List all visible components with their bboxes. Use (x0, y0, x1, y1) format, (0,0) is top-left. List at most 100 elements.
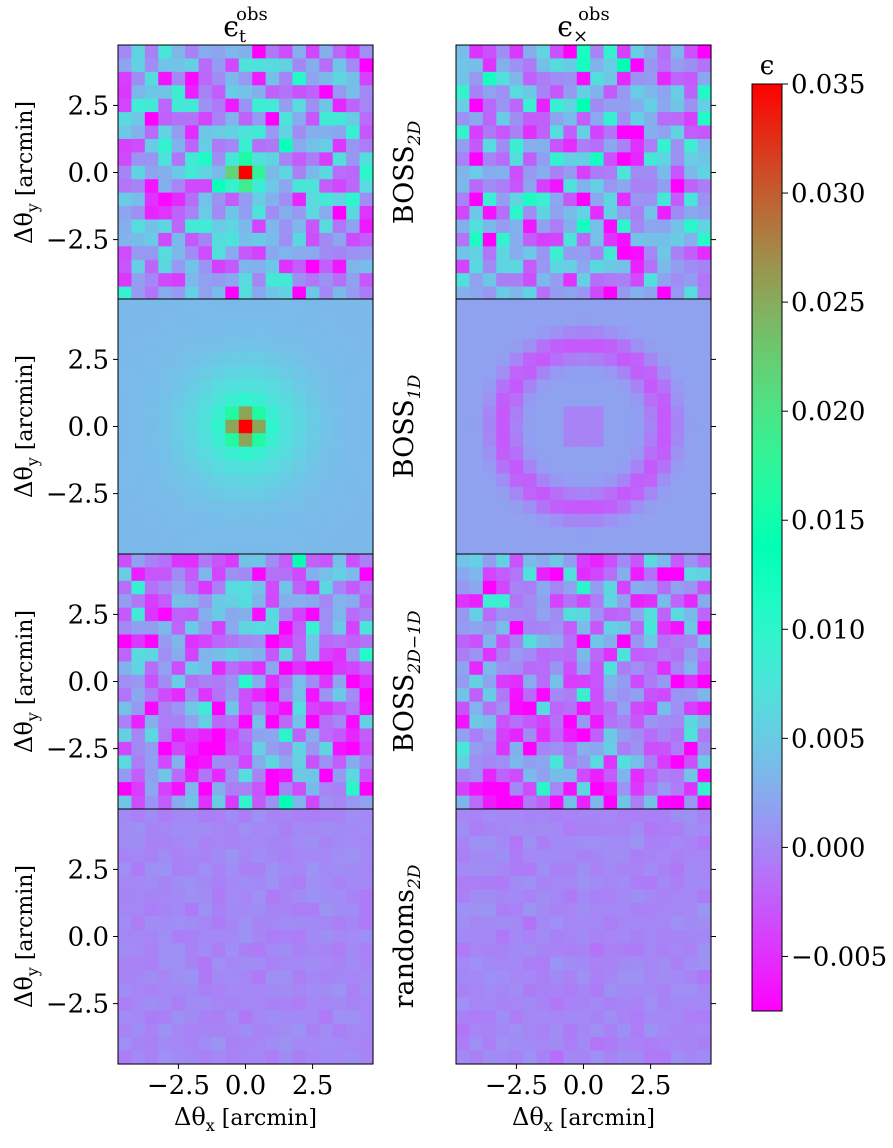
heatmap-cell (536, 554, 551, 569)
heatmap-cell (319, 1023, 334, 1038)
heatmap-cell (509, 232, 524, 247)
heatmap-cell (496, 1037, 511, 1052)
heatmap-cell (319, 165, 334, 180)
heatmap-cell (576, 782, 591, 797)
heatmap-cell (496, 299, 511, 314)
heatmap-cell (469, 312, 484, 327)
heatmap-cell (118, 929, 133, 944)
heatmap-cell (496, 219, 511, 234)
heatmap-cell (496, 366, 511, 381)
heatmap-cell (670, 339, 685, 354)
heatmap-cell (359, 206, 374, 221)
heatmap-cell (590, 741, 605, 756)
heatmap-cell (131, 688, 146, 703)
heatmap-cell (171, 741, 186, 756)
heatmap-cell (617, 607, 632, 622)
heatmap-cell (292, 956, 307, 971)
heatmap-cell (456, 85, 471, 100)
heatmap-cell (456, 916, 471, 931)
heatmap-cell (536, 165, 551, 180)
heatmap-cell (482, 98, 497, 113)
heatmap-cell (536, 956, 551, 971)
heatmap-cell (185, 849, 200, 864)
heatmap-cell (456, 996, 471, 1011)
heatmap-cell (482, 71, 497, 86)
heatmap-cell (617, 527, 632, 542)
heatmap-cell (603, 715, 618, 730)
heatmap-cell (185, 286, 200, 301)
heatmap-cell (469, 849, 484, 864)
row-label: BOSS2D (389, 120, 425, 224)
heatmap-cell (469, 152, 484, 167)
heatmap-cell (319, 835, 334, 850)
heatmap-cell (617, 125, 632, 140)
heatmap-cell (670, 366, 685, 381)
heatmap-cell (225, 876, 240, 891)
heatmap-cell (252, 45, 267, 60)
heatmap-cell (617, 1050, 632, 1065)
heatmap-cell (657, 232, 672, 247)
heatmap-cell (630, 835, 645, 850)
y-tick-label: −2.5 (46, 990, 109, 1020)
heatmap-cell (590, 71, 605, 86)
heatmap-cell (279, 71, 294, 86)
heatmap-cell (118, 273, 133, 288)
heatmap-cell (496, 876, 511, 891)
heatmap-cell (359, 822, 374, 837)
heatmap-cell (211, 98, 226, 113)
heatmap-cell (211, 902, 226, 917)
heatmap-cell (697, 580, 712, 595)
heatmap-cell (576, 206, 591, 221)
heatmap-cell (576, 352, 591, 367)
heatmap-cell (171, 246, 186, 261)
heatmap-cell (144, 259, 159, 274)
heatmap-cell (305, 192, 320, 207)
heatmap-cell (469, 768, 484, 783)
heatmap-cell (684, 58, 699, 73)
heatmap-cell (697, 486, 712, 501)
heatmap-cell (131, 206, 146, 221)
heatmap-cell (617, 206, 632, 221)
heatmap-cell (279, 286, 294, 301)
heatmap-cell (265, 822, 280, 837)
heatmap-cell (292, 419, 307, 434)
heatmap-cell (225, 795, 240, 810)
heatmap-cell (509, 1037, 524, 1052)
heatmap-cell (319, 312, 334, 327)
heatmap-cell (549, 970, 564, 985)
heatmap-cell (630, 943, 645, 958)
heatmap-cell (131, 674, 146, 689)
heatmap-cell (131, 621, 146, 636)
heatmap-cell (697, 835, 712, 850)
heatmap-cell (225, 112, 240, 127)
heatmap-cell (549, 943, 564, 958)
heatmap-cell (198, 1010, 213, 1025)
heatmap-cell (536, 325, 551, 340)
heatmap-cell (319, 580, 334, 595)
heatmap-cell (603, 392, 618, 407)
heatmap-cell (198, 795, 213, 810)
heatmap-cell (630, 58, 645, 73)
heatmap-cell (171, 768, 186, 783)
heatmap-cell (563, 71, 578, 86)
heatmap-cell (131, 916, 146, 931)
heatmap-cell (158, 929, 173, 944)
panel-1-cross (455, 298, 716, 555)
heatmap-cell (292, 647, 307, 662)
heatmap-cell (144, 206, 159, 221)
heatmap-cell (238, 366, 253, 381)
heatmap-cell (482, 473, 497, 488)
heatmap-cell (456, 446, 471, 461)
heatmap-cell (469, 339, 484, 354)
heatmap-cell (292, 366, 307, 381)
heatmap-cell (118, 138, 133, 153)
heatmap-cell (509, 206, 524, 221)
heatmap-cell (603, 701, 618, 716)
heatmap-cell (118, 500, 133, 515)
heatmap-cell (332, 607, 347, 622)
heatmap-cell (697, 138, 712, 153)
heatmap-cell (617, 299, 632, 314)
heatmap-cell (563, 795, 578, 810)
heatmap-cell (305, 379, 320, 394)
y-tick-label: 0.0 (68, 923, 109, 953)
